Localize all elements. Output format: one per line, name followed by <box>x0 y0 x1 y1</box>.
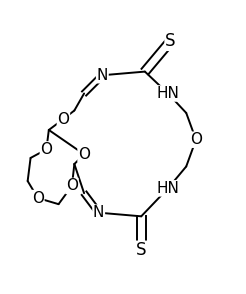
Text: O: O <box>32 191 44 206</box>
Text: O: O <box>66 178 78 193</box>
Text: O: O <box>190 132 202 147</box>
Text: N: N <box>97 68 108 83</box>
Text: HN: HN <box>156 86 179 101</box>
Text: O: O <box>40 142 52 157</box>
Text: O: O <box>57 111 69 126</box>
Text: O: O <box>78 147 90 162</box>
Text: N: N <box>93 205 104 220</box>
Text: S: S <box>136 241 146 259</box>
Text: S: S <box>165 32 176 50</box>
Text: HN: HN <box>156 181 179 196</box>
